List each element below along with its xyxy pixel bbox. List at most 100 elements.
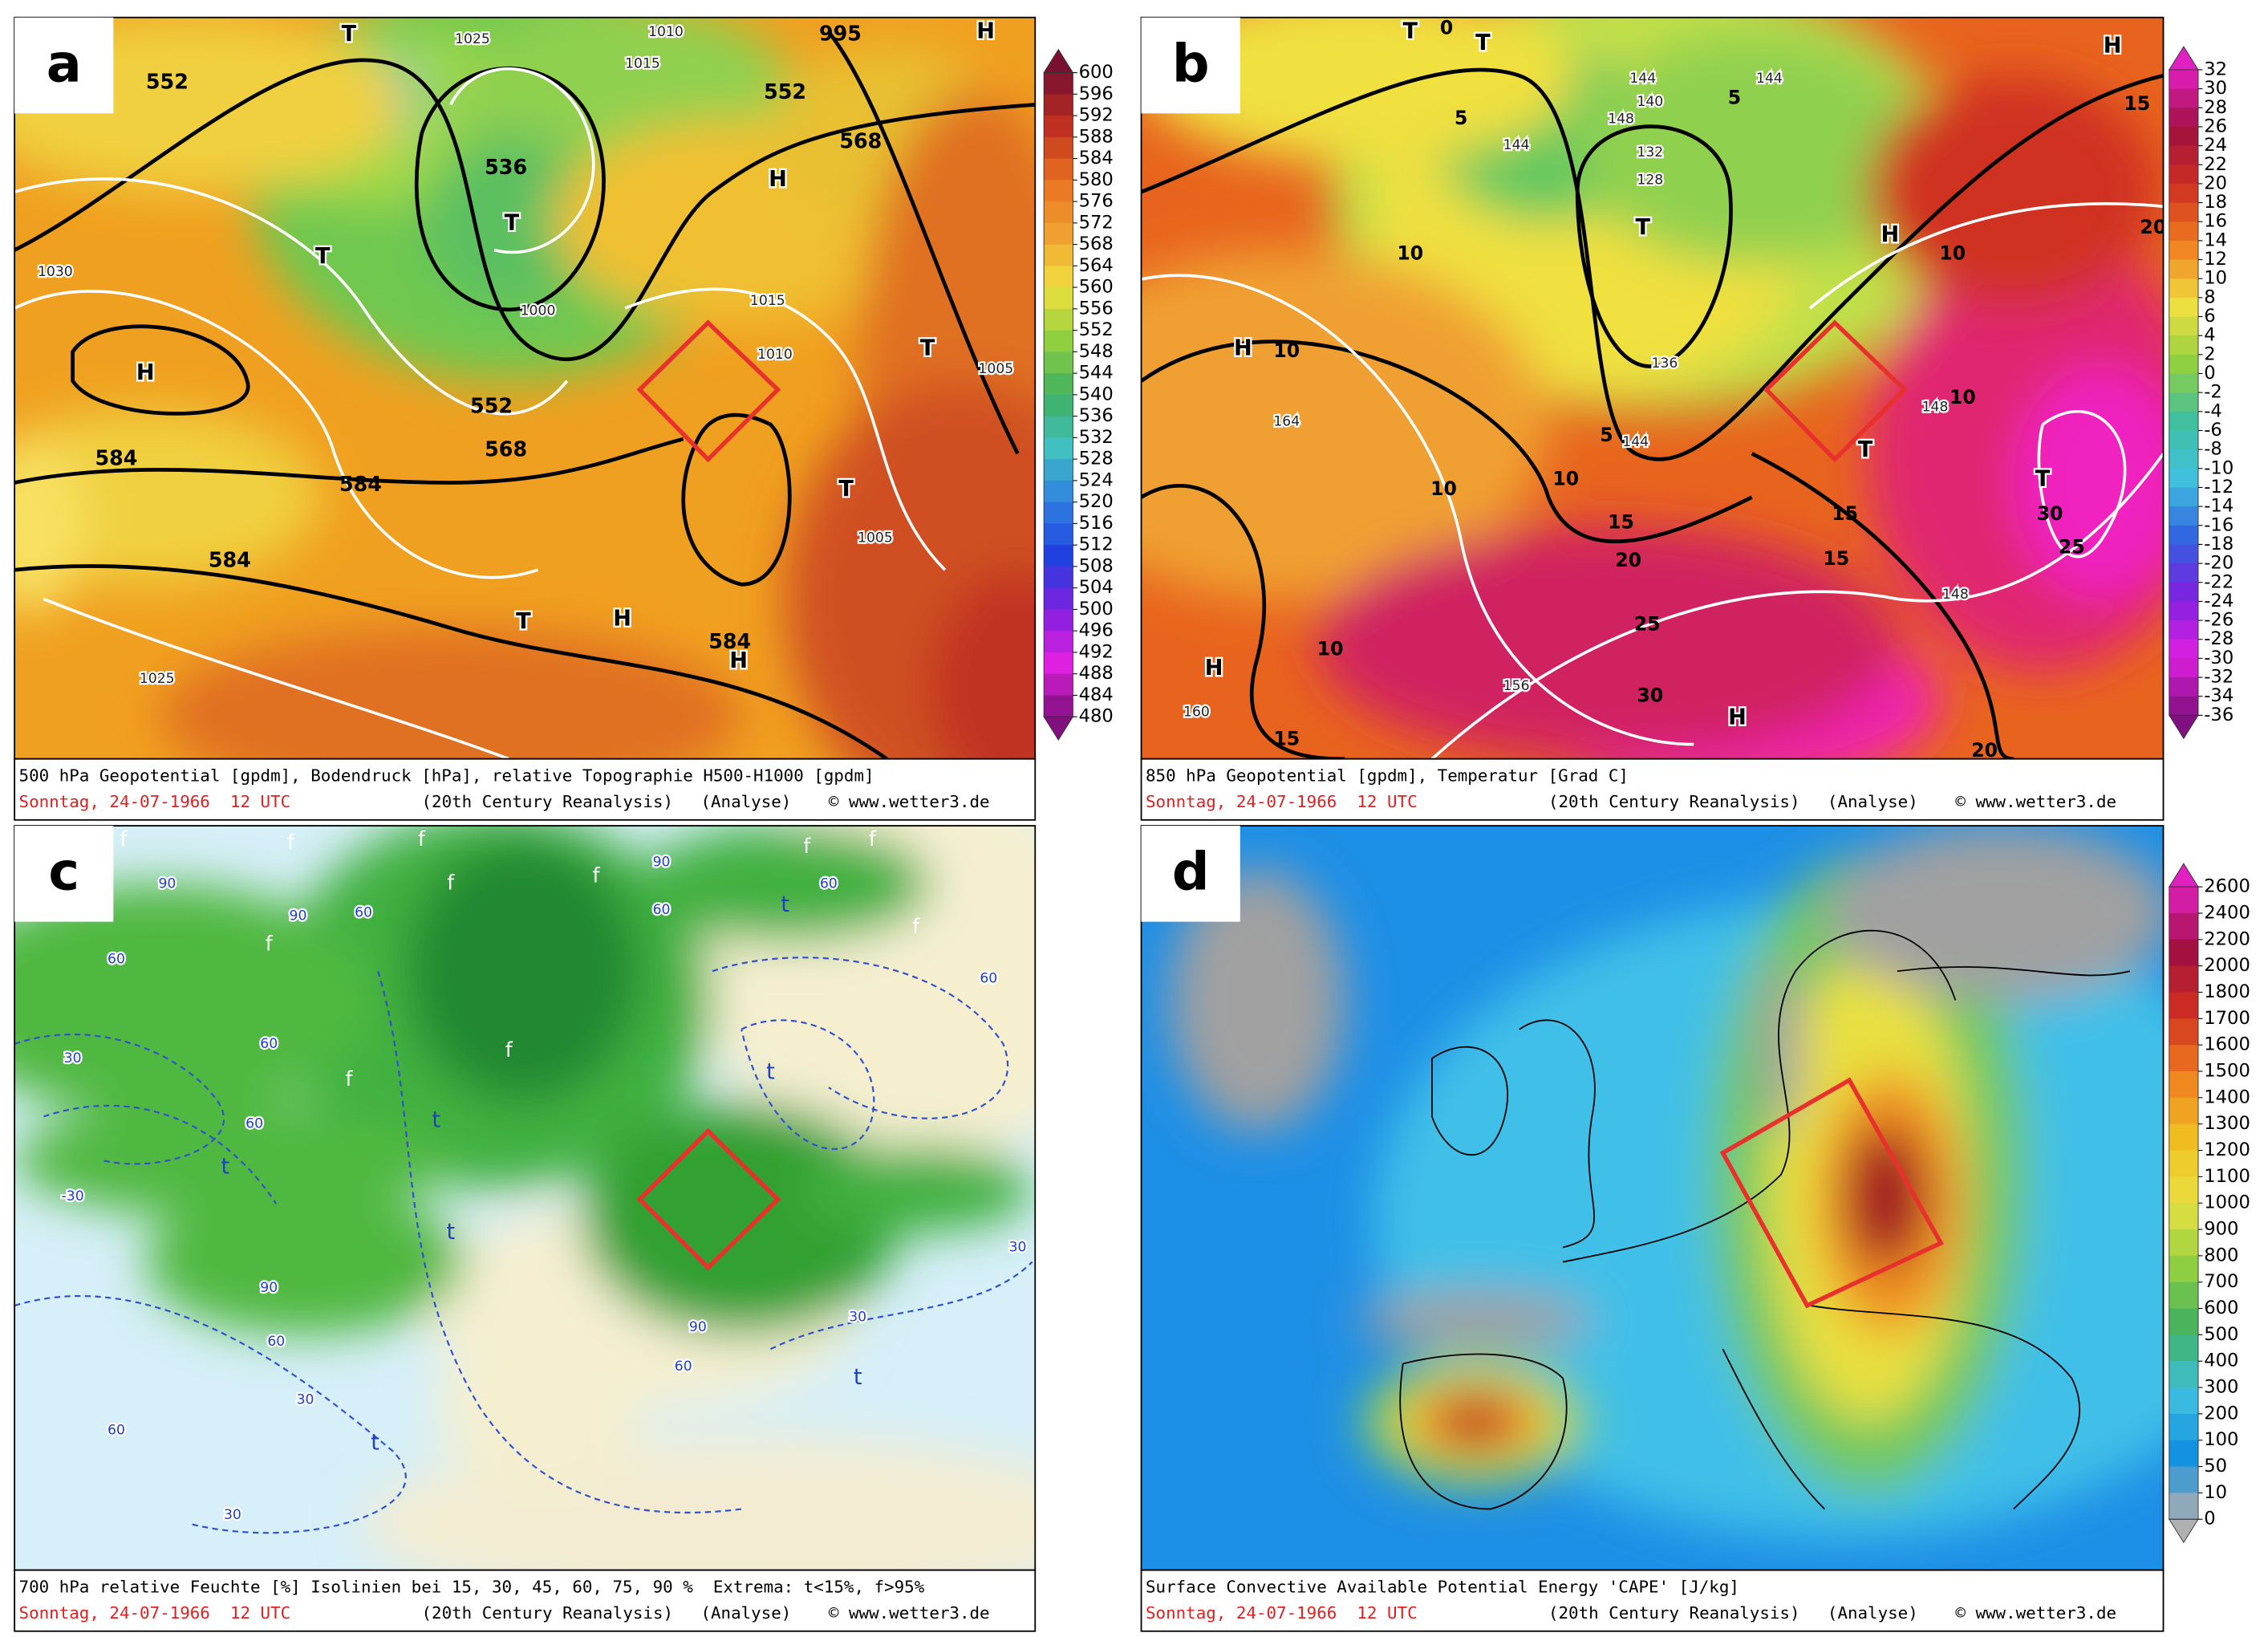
caption-box [1140, 758, 2165, 821]
colorbar-label: 500 [1079, 599, 1114, 619]
colorbar-label: 488 [1079, 663, 1114, 684]
contour-label: 552 [470, 393, 513, 417]
source: (20th Century Reanalysis) [422, 1603, 674, 1623]
contour-line [14, 1034, 225, 1165]
colorbar-cell [1044, 244, 1073, 266]
contour-label: f [593, 863, 601, 887]
caption-box [14, 1569, 1037, 1632]
contour-label: 90 [260, 1280, 278, 1296]
colorbar-label: -4 [2204, 400, 2222, 421]
colorbar-cell [2169, 354, 2199, 375]
contour-label: f [505, 1038, 513, 1062]
contour-label: 1025 [455, 31, 490, 47]
colorbar-label: 516 [1079, 513, 1114, 534]
colorbar-label: 556 [1079, 298, 1114, 319]
colorbar-label: 18 [2204, 192, 2227, 213]
contour-line [1575, 124, 1733, 368]
colorbar-cell [1044, 502, 1073, 524]
caption-box [1140, 1569, 2165, 1632]
contour-label: 136 [1652, 355, 1678, 372]
colorbar-label: 14 [2204, 230, 2227, 250]
colorbar-cell [2169, 297, 2199, 318]
field-area [1868, 75, 2160, 309]
contour-label: 60 [108, 952, 125, 968]
colorbar-label: -10 [2204, 457, 2234, 478]
colorbar-label: -20 [2204, 553, 2234, 574]
date: Sonntag, 24-07-1966 12 UTC [19, 1603, 291, 1623]
contour-line [14, 58, 1036, 361]
colorbar-cell [2169, 620, 2199, 640]
colorbar-cell [2169, 221, 2199, 242]
contour-label: 148 [1922, 399, 1949, 415]
field-area [1577, 31, 1927, 265]
contour-label: 30 [1009, 1239, 1027, 1255]
contour-label: 60 [820, 876, 838, 892]
colorbar-label: 32 [2204, 59, 2227, 79]
colorbar-cell [1044, 287, 1073, 310]
contour-label: T [315, 244, 331, 269]
colorbar-cell [2169, 677, 2199, 697]
contour-label: 30 [297, 1392, 314, 1408]
contour-label: 584 [209, 547, 251, 571]
contour-label: 144 [1629, 71, 1656, 87]
colorbar-cell [2169, 108, 2199, 128]
colorbar-label: 484 [1079, 684, 1114, 705]
contour-label: 1005 [858, 530, 893, 546]
credit: © www.wetter3.de [1955, 792, 2116, 811]
contour-label: 128 [1637, 173, 1663, 189]
contour-label: 30 [224, 1507, 241, 1523]
colorbar-cell [1044, 330, 1073, 352]
contour-label: T [1858, 437, 1873, 462]
colorbar-cell [2169, 1361, 2199, 1388]
contour-label: 30 [64, 1050, 82, 1066]
contour-label: 15 [2124, 92, 2151, 115]
colorbar-cell [2169, 1255, 2199, 1283]
contour-label: 20 [1971, 739, 1998, 762]
colorbar-label: 544 [1079, 363, 1114, 384]
contour-line [43, 597, 509, 759]
colorbar-label: 520 [1079, 491, 1114, 512]
contour-line [1562, 929, 1957, 1263]
contour-label: 90 [290, 908, 307, 924]
colorbar-label: 588 [1079, 126, 1114, 147]
colorbar-label: 1500 [2204, 1061, 2250, 1082]
colorbar-cell [2169, 278, 2199, 299]
contour-label: 1015 [625, 56, 660, 72]
colorbar-cell [2169, 316, 2199, 336]
contour-label: H [729, 648, 748, 673]
colorbar-cell [2169, 1150, 2199, 1177]
contour-label: 584 [708, 629, 751, 653]
contour-label: 584 [95, 446, 138, 470]
contour-label: 60 [245, 1115, 263, 1131]
colorbar-end [2168, 863, 2199, 888]
field-area [581, 1102, 902, 1335]
colorbar-cell [2169, 183, 2199, 204]
colorbar-end [2168, 46, 2199, 71]
colorbar-cell [1044, 523, 1073, 546]
colorbar-end [2168, 714, 2199, 740]
contour-label: 1025 [140, 671, 175, 687]
colorbar-label: 2600 [2204, 876, 2250, 897]
contour-line [14, 437, 684, 485]
colorbar-cell [1044, 673, 1073, 696]
colorbar-label: 10 [2204, 1482, 2227, 1503]
contour-label: 15 [1823, 547, 1849, 570]
contour-label: 20 [1615, 549, 1641, 571]
colorbar-label: 548 [1079, 341, 1114, 362]
contour-label: t [854, 1365, 862, 1390]
contour-label: 90 [653, 854, 671, 870]
field-area [1141, 250, 1548, 599]
colorbar-cell [2169, 392, 2199, 412]
colorbar-label: 700 [2204, 1271, 2238, 1292]
colorbar-label: 20 [2204, 173, 2227, 193]
source: (20th Century Reanalysis) [1548, 792, 1800, 811]
contour-label: 20 [2140, 216, 2166, 238]
colorbar-label: 1200 [2204, 1139, 2250, 1160]
contour-line [1141, 339, 1753, 544]
contour-line [1810, 1305, 2081, 1510]
colorbar-label: 2200 [2204, 928, 2250, 949]
contour-label: 140 [1637, 94, 1663, 110]
colorbar-cell [2169, 411, 2199, 432]
field-area [14, 409, 320, 585]
caption: 700 hPa relative Feuchte [%] Isolinien b… [19, 1577, 925, 1596]
